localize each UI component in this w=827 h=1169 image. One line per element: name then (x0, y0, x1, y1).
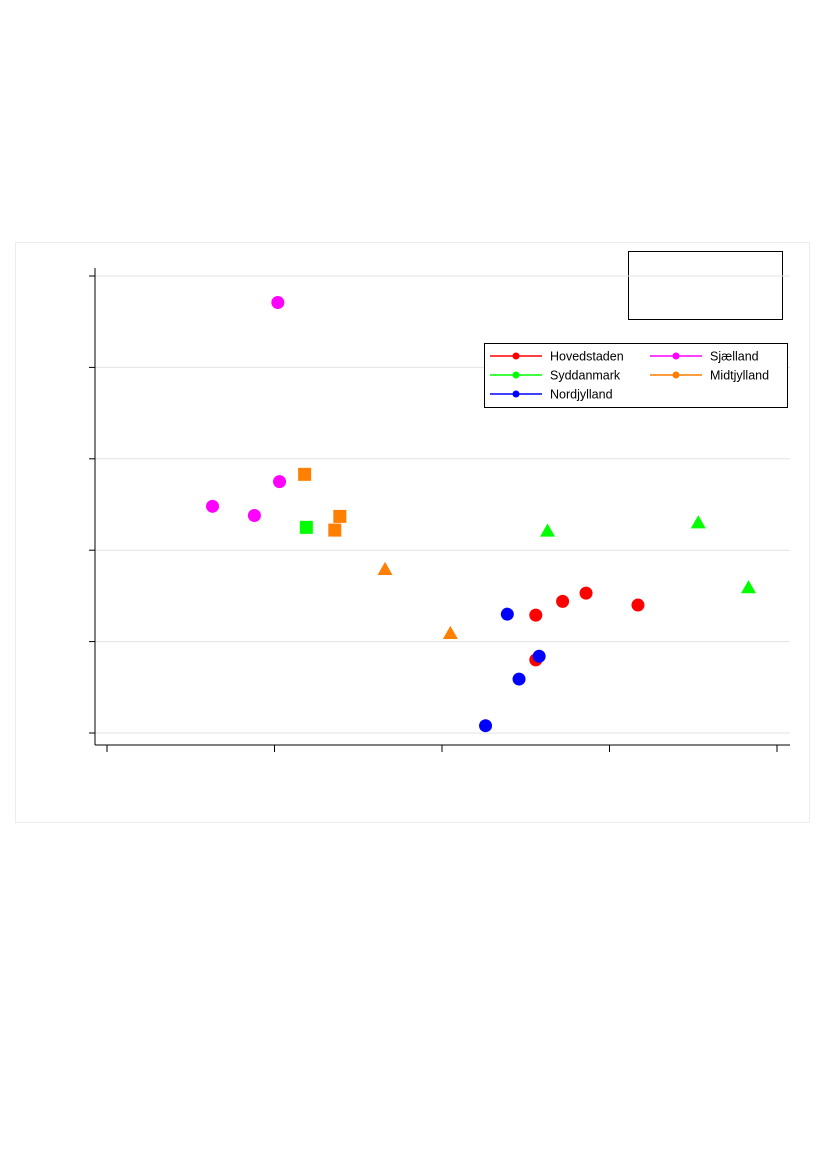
legend-marker-nordjylland (512, 390, 520, 398)
data-point-sj-lland (247, 508, 261, 522)
axes (89, 268, 790, 752)
legend-marker-midtjylland (672, 371, 680, 379)
legend-label-hovedstaden: Hovedstaden (550, 350, 624, 364)
chart-frame: Hovedstaden Sjælland Syddanmark Midtjylland… (15, 242, 810, 823)
data-point-nordjylland (500, 607, 514, 621)
legend-marker-sj-lland (672, 352, 680, 360)
legend-label-midtjylland: Midtjylland (710, 369, 769, 383)
annotation-box (628, 251, 783, 320)
data-point-syddanmark (690, 515, 706, 529)
data-point-sj-lland (273, 475, 287, 489)
legend-marker-hovedstaden (512, 352, 520, 360)
data-point-nordjylland (479, 719, 493, 733)
data-point-midtjylland (328, 523, 342, 537)
data-point-syddanmark (540, 523, 556, 537)
data-point-syddanmark (299, 520, 313, 534)
data-points (206, 296, 757, 733)
data-point-sj-lland (206, 499, 220, 513)
scatter-plot: Hovedstaden Sjælland Syddanmark Midtjylland… (89, 251, 790, 752)
legend-label-nordjylland: Nordjylland (550, 388, 613, 402)
data-point-syddanmark (741, 580, 757, 594)
legend-marker-syddanmark (512, 371, 520, 379)
legend-label-syddanmark: Syddanmark (550, 369, 621, 383)
data-point-nordjylland (512, 672, 526, 686)
grid-lines (95, 275, 790, 734)
data-point-hovedstaden (631, 598, 645, 612)
data-point-midtjylland (377, 561, 393, 576)
data-point-midtjylland (442, 625, 458, 639)
data-point-hovedstaden (556, 594, 570, 608)
data-point-nordjylland (532, 649, 546, 663)
data-point-midtjylland (298, 467, 312, 481)
legend: Hovedstaden Sjælland Syddanmark Midtjylland… (484, 343, 788, 408)
data-point-sj-lland (271, 296, 285, 310)
legend-label-sj-lland: Sjælland (710, 350, 759, 364)
data-point-midtjylland (333, 509, 347, 523)
data-point-hovedstaden (579, 586, 593, 600)
data-point-hovedstaden (529, 608, 543, 622)
